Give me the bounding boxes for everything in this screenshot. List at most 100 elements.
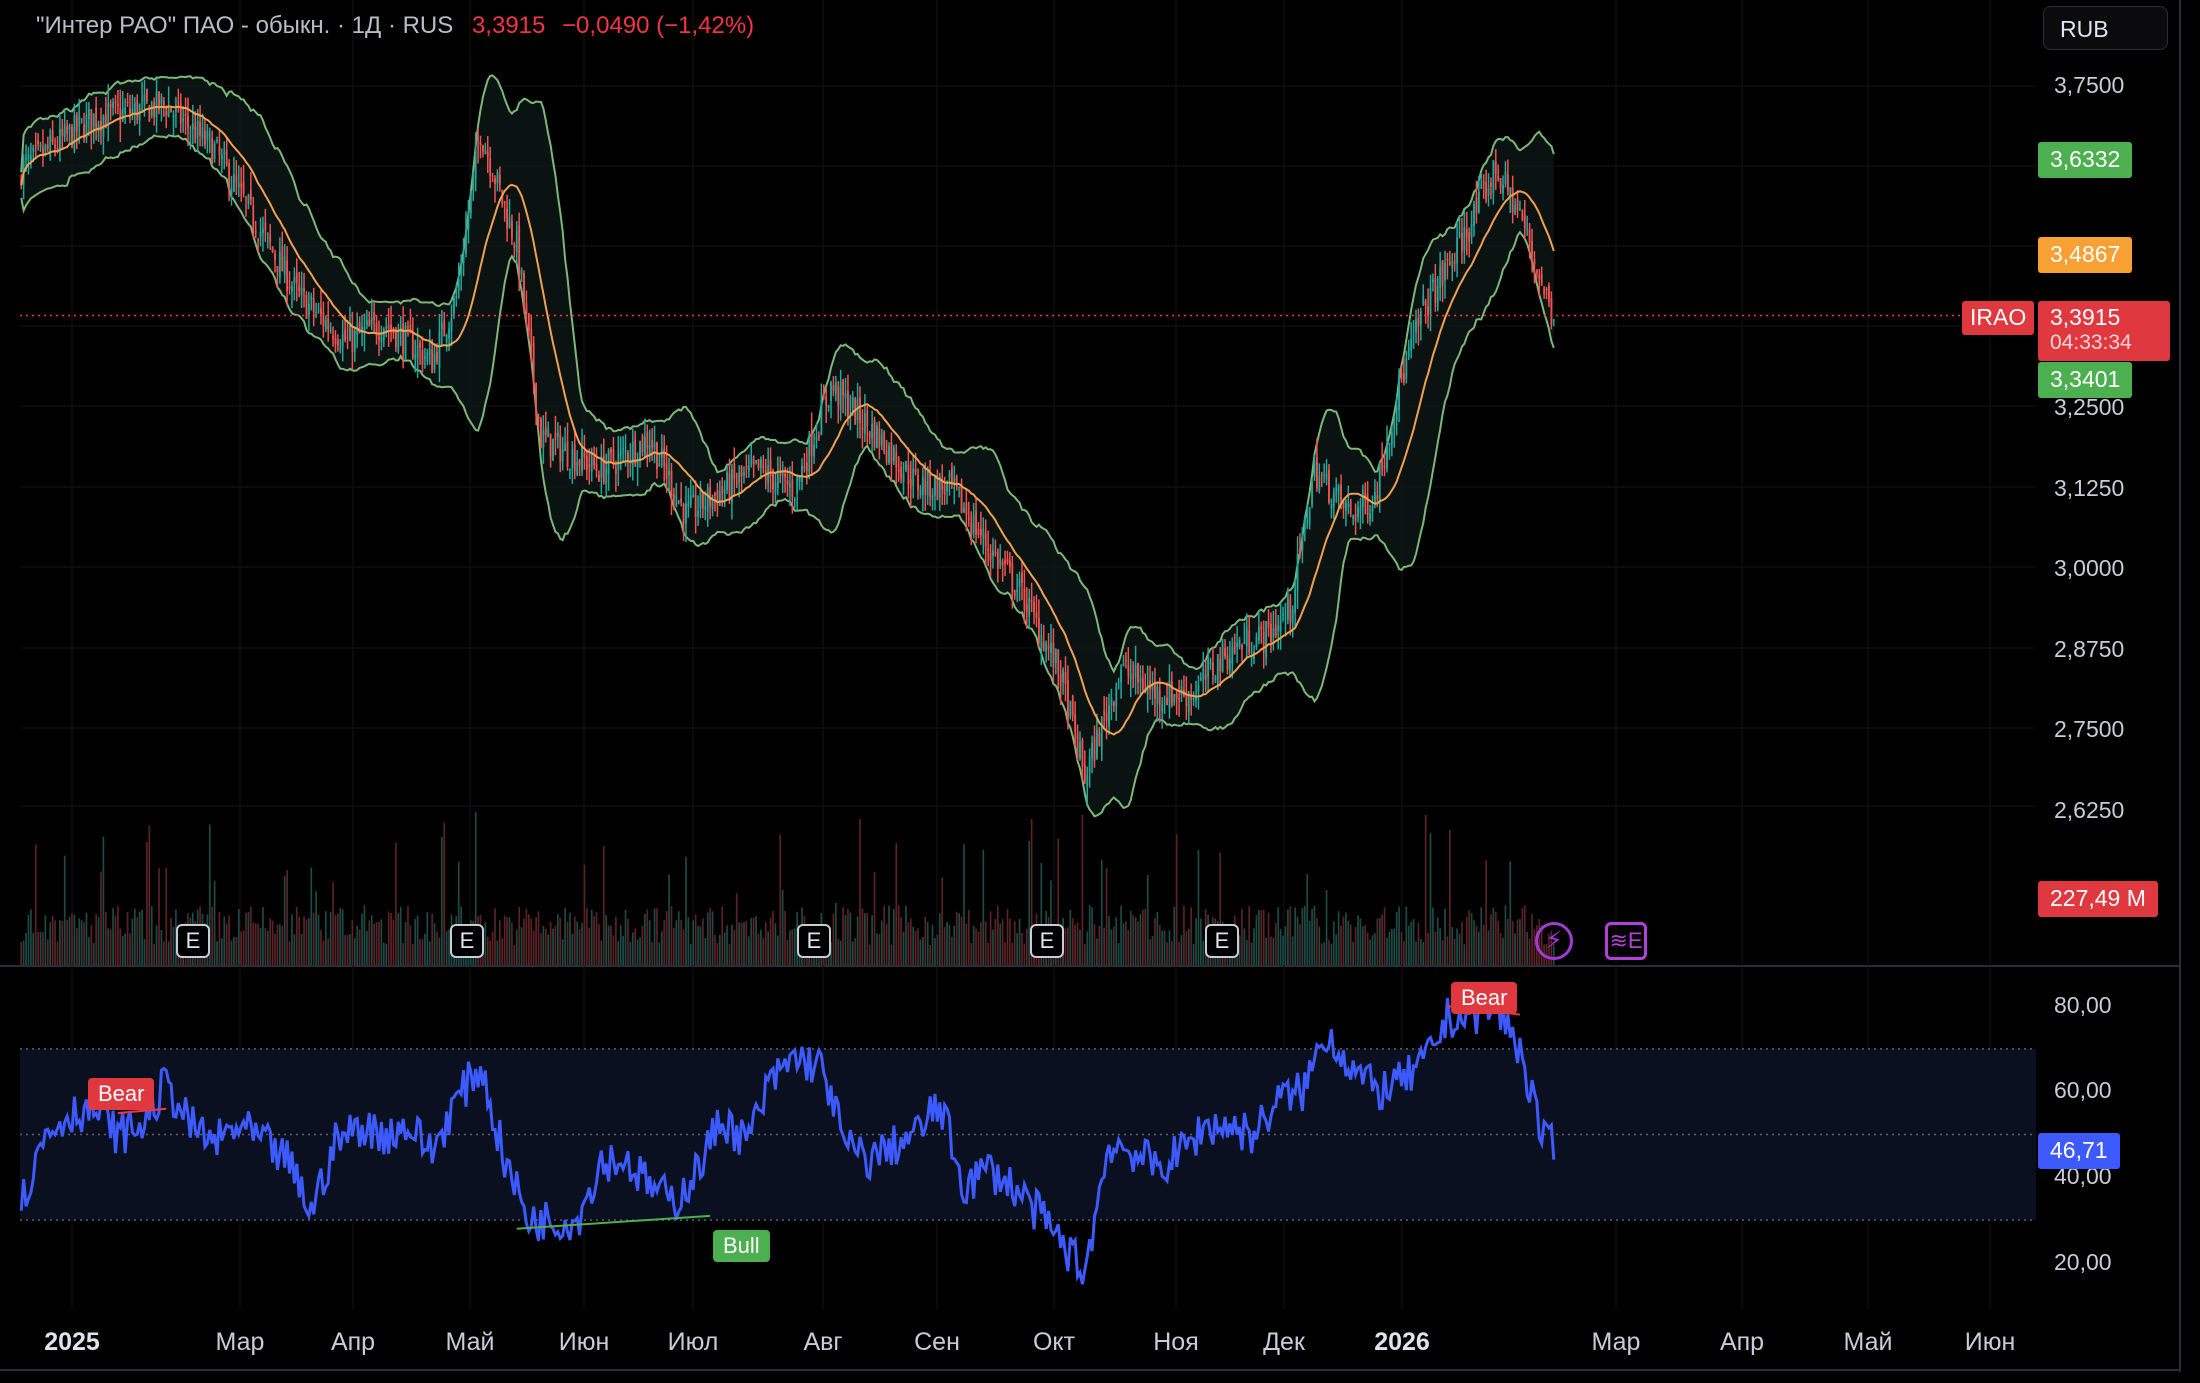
volume-bar — [428, 941, 431, 965]
earnings-marker[interactable]: E — [1030, 924, 1064, 958]
candle-body — [310, 296, 313, 300]
candle-body — [1543, 288, 1546, 294]
volume-bar — [368, 920, 371, 965]
earnings-marker[interactable]: E — [450, 924, 484, 958]
volume-bar — [1110, 929, 1113, 965]
candle-body — [511, 221, 513, 239]
candle-body — [34, 144, 37, 146]
volume-bar — [1458, 933, 1461, 965]
candle-body — [1335, 487, 1338, 495]
volume-bar — [868, 944, 871, 965]
volume-bar — [317, 914, 320, 965]
candle-body — [1395, 406, 1398, 421]
candle-body — [1369, 513, 1371, 521]
candle-body — [58, 128, 61, 150]
candle-body — [960, 483, 963, 513]
candle-body — [506, 208, 509, 229]
candle-body — [958, 486, 961, 489]
candle-body — [941, 481, 944, 490]
volume-bar — [75, 928, 78, 965]
volume-bar — [851, 941, 854, 965]
candle-body — [327, 317, 330, 330]
time-label: Авг — [803, 1328, 843, 1356]
upper-band-tag: 3,6332 — [2038, 142, 2133, 178]
volume-bar — [1461, 921, 1463, 965]
candle-body — [1535, 270, 1538, 274]
candle-body — [929, 472, 932, 497]
volume-bar — [1040, 862, 1043, 965]
volume-bar — [426, 912, 429, 965]
volume-bar — [334, 914, 337, 965]
volume-bar — [387, 911, 390, 965]
volume-bar — [138, 911, 141, 965]
volume-bar — [83, 922, 85, 965]
bull-divergence-line — [516, 1214, 711, 1230]
lower-band-tag: 3,3401 — [2038, 362, 2133, 398]
volume-bar — [951, 936, 953, 965]
candle-body — [1209, 661, 1212, 665]
candle-body — [1047, 646, 1050, 649]
candle-body — [1509, 187, 1512, 196]
volume-bar — [1187, 928, 1190, 965]
candle-body — [885, 451, 888, 462]
candle-body — [498, 174, 501, 186]
volume-bar — [716, 942, 719, 965]
volume-bar — [972, 925, 975, 965]
currency-button[interactable]: RUB — [2043, 6, 2168, 50]
candle-body — [752, 456, 755, 465]
earnings-calendar-icon[interactable]: ≋E — [1605, 922, 1647, 960]
volume-bar — [1301, 907, 1304, 965]
candle-body — [755, 460, 757, 463]
volume-bar — [929, 944, 931, 965]
volume-bar — [30, 909, 32, 965]
symbol-description[interactable]: "Интер РАО" ПАО - обыкн. · 1Д · RUS — [36, 12, 454, 39]
candle-body — [1504, 171, 1507, 184]
earnings-marker[interactable]: E — [797, 924, 831, 958]
candle-body — [1461, 232, 1463, 253]
candle-body — [443, 320, 446, 337]
candle-body — [307, 303, 310, 315]
volume-bar — [559, 917, 562, 965]
time-label: Июн — [558, 1328, 610, 1356]
candle-body — [196, 121, 199, 138]
candle-body — [404, 325, 407, 360]
flash-icon[interactable]: ⚡ — [1535, 922, 1573, 960]
candle-body — [1286, 599, 1289, 620]
volume-bar — [218, 911, 221, 965]
time-label: Июл — [667, 1328, 719, 1356]
volume-bar — [1369, 939, 1371, 965]
candle-body — [1332, 492, 1335, 507]
candle-body — [423, 356, 426, 359]
candle-body — [382, 328, 385, 341]
candle-body — [704, 506, 707, 510]
candle-body — [295, 273, 298, 283]
earnings-marker[interactable]: E — [1205, 924, 1239, 958]
volume-bar — [1325, 890, 1328, 965]
candle-body — [1444, 262, 1446, 281]
candle-body — [818, 435, 820, 437]
volume-bar — [1497, 920, 1500, 965]
candle-body — [1492, 160, 1495, 194]
volume-bar — [1149, 939, 1151, 965]
earnings-marker[interactable]: E — [176, 924, 210, 958]
volume-bar — [595, 912, 598, 965]
candle-body — [281, 246, 284, 272]
candle-body — [1241, 645, 1243, 650]
candle-body — [1427, 305, 1430, 317]
candle-body — [75, 114, 78, 132]
volume-bar — [1296, 916, 1299, 965]
volume-bar — [963, 844, 965, 965]
volume-bar — [392, 919, 395, 965]
candle-body — [1006, 558, 1009, 563]
candle-body — [1521, 209, 1524, 221]
candle-body — [484, 150, 487, 155]
volume-bar — [121, 935, 124, 965]
candle-body — [1025, 604, 1028, 613]
candle-body — [549, 433, 552, 457]
volume-bar — [919, 939, 922, 965]
candle-body — [909, 479, 912, 489]
volume-bar — [728, 943, 731, 965]
candle-body — [431, 348, 434, 374]
candle-body — [90, 109, 93, 132]
